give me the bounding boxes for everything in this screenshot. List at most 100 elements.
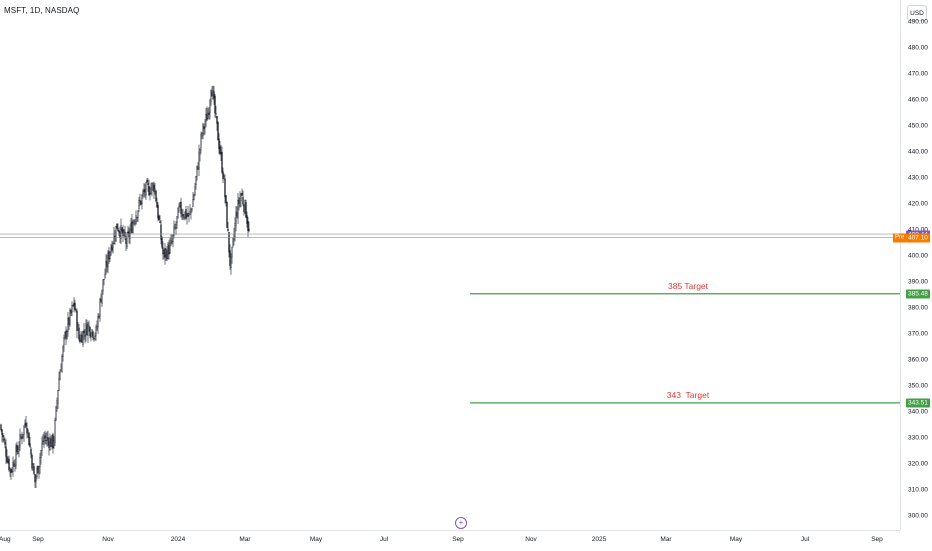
plus-circle-icon[interactable]: +	[455, 517, 467, 529]
candle-body	[168, 245, 170, 255]
candle-body	[70, 309, 72, 314]
candle-body	[151, 183, 153, 191]
candle-body	[145, 182, 147, 196]
candle-body	[131, 221, 133, 233]
price-tick: 320.00	[908, 460, 928, 468]
price-tick: 310.00	[908, 486, 928, 494]
candle-body	[75, 310, 77, 312]
candle-body	[230, 256, 232, 269]
candle-body	[38, 466, 40, 475]
time-tick: Sep	[32, 536, 44, 543]
candle-body	[135, 215, 137, 224]
candle-body	[225, 195, 227, 203]
candle-body	[43, 438, 45, 441]
price-tick: 440.00	[908, 148, 928, 156]
candle-body	[175, 224, 177, 228]
currency-button[interactable]: USD	[907, 5, 927, 21]
candle-body	[29, 443, 31, 447]
chart-pane[interactable]	[0, 0, 900, 530]
candle-body	[150, 187, 152, 195]
candle-body	[128, 231, 130, 238]
candle-body	[174, 226, 176, 229]
candle-body	[144, 189, 146, 193]
candle-body	[160, 224, 162, 240]
candle-body	[54, 420, 56, 443]
candle-body	[164, 247, 166, 258]
time-tick: 2024	[170, 536, 186, 543]
candle-body	[216, 116, 218, 124]
time-scale[interactable]	[0, 530, 900, 551]
candle-body	[8, 458, 10, 471]
candle-body	[5, 446, 7, 457]
candle-body	[186, 215, 188, 217]
candle-body	[112, 242, 114, 249]
candle-body	[96, 326, 98, 329]
candle-body	[68, 317, 70, 325]
candle-body	[156, 202, 158, 208]
candle-body	[108, 251, 110, 260]
candle-body	[95, 327, 97, 336]
candle-body	[140, 200, 142, 205]
candle-body	[161, 236, 163, 248]
candle-body	[21, 436, 23, 439]
candle-body	[241, 193, 243, 196]
price-tick: 420.00	[908, 200, 928, 208]
candle-body	[154, 188, 156, 193]
candle-body	[78, 327, 80, 340]
candle-body	[40, 450, 42, 458]
candle-body	[228, 232, 230, 253]
candle-body	[102, 279, 104, 292]
candle-body	[152, 183, 154, 187]
candle-body	[198, 151, 200, 170]
candle-body	[233, 234, 235, 240]
candle-body	[126, 234, 128, 247]
candle-body	[203, 126, 205, 130]
candle-body	[121, 227, 123, 232]
time-tick: 2025	[591, 536, 607, 543]
candle-body	[109, 251, 111, 259]
candle-body	[171, 241, 173, 243]
candle-body	[115, 226, 117, 241]
candle-body	[170, 240, 172, 244]
candle-body	[91, 329, 93, 335]
candle-body	[110, 247, 112, 255]
candle-body	[129, 230, 131, 239]
candle-body	[47, 437, 49, 441]
time-tick: Sep	[452, 536, 464, 543]
candle-body	[199, 148, 201, 155]
candle-body	[88, 325, 90, 327]
candle-body	[92, 331, 94, 338]
candle-body	[34, 474, 36, 483]
price-tick: 360.00	[908, 356, 928, 364]
candle-body	[25, 422, 27, 427]
candle-body	[130, 223, 132, 230]
candle-body	[219, 146, 221, 154]
candle-body	[83, 330, 85, 334]
candle-body	[226, 202, 228, 228]
candle-body	[178, 206, 180, 211]
candle-body	[59, 372, 61, 381]
candle-body	[221, 152, 223, 173]
price-scale[interactable]	[900, 0, 932, 530]
candle-body	[138, 199, 140, 209]
candle-body	[111, 245, 113, 251]
candle-body	[56, 400, 58, 409]
candle-body	[196, 165, 198, 177]
candle-body	[116, 223, 118, 229]
candle-body	[120, 225, 122, 239]
candle-body	[104, 274, 106, 279]
candle-body	[63, 337, 65, 345]
candle-body	[24, 423, 26, 425]
candle-body	[58, 378, 60, 391]
target2-text: 343 Target	[666, 389, 710, 400]
candle-body	[213, 91, 215, 98]
price-chart[interactable]	[0, 0, 900, 530]
candle-body	[50, 438, 52, 447]
candle-body	[74, 303, 76, 311]
candle-body	[19, 433, 21, 447]
price-tick: 450.00	[908, 122, 928, 130]
candle-body	[42, 441, 44, 443]
target2-price-badge: 343.51	[906, 398, 930, 408]
candle-body	[27, 430, 29, 432]
candle-body	[127, 231, 129, 234]
